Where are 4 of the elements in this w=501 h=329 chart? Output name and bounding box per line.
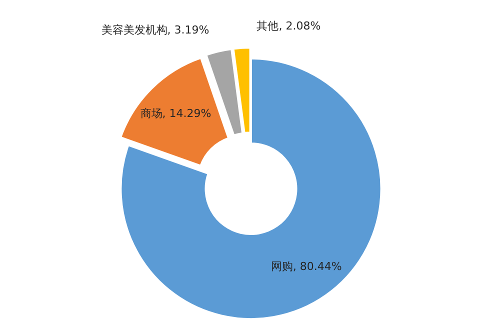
- slice-label: 美容美发机构, 3.19%: [101, 24, 210, 37]
- slice-label: 商场, 14.29%: [140, 106, 212, 120]
- slice-label: 其他, 2.08%: [256, 20, 321, 33]
- slice-label: 网购, 80.44%: [270, 260, 342, 273]
